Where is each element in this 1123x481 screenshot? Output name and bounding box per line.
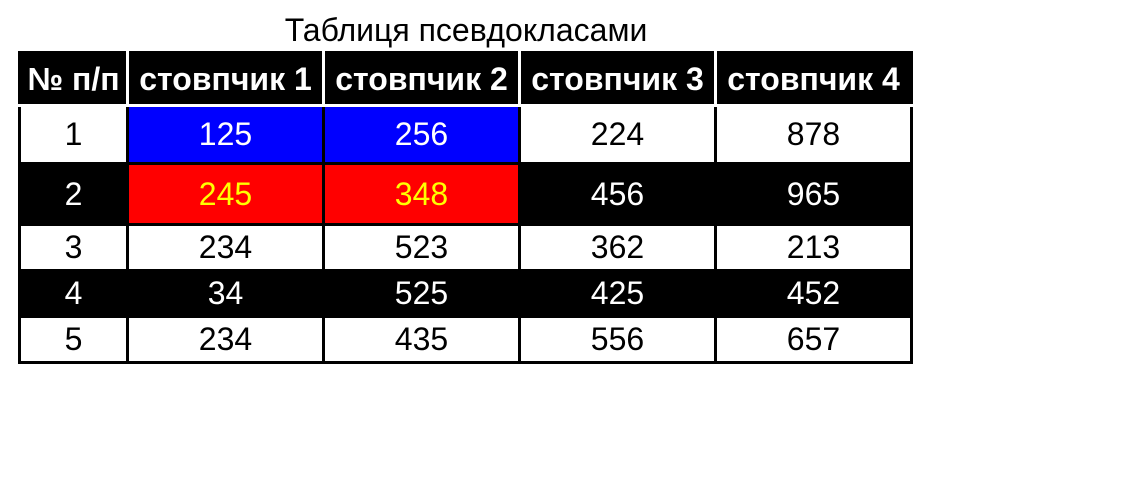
table-caption: Таблиця псевдокласами [284, 12, 648, 48]
header-cell-column-2: стовпчик 2 [322, 51, 521, 107]
table-cell: 435 [322, 315, 521, 364]
table-cell: 425 [518, 269, 717, 318]
row-number-cell: 1 [18, 104, 129, 165]
table-cell: 125 [126, 104, 325, 165]
table-cell: 34 [126, 269, 325, 318]
header-row: № п/п стовпчик 1 стовпчик 2 стовпчик 3 с… [18, 51, 913, 107]
row-number-cell: 3 [18, 223, 129, 272]
data-table: № п/п стовпчик 1 стовпчик 2 стовпчик 3 с… [18, 51, 913, 364]
row-number-cell: 5 [18, 315, 129, 364]
header-cell-column-3: стовпчик 3 [518, 51, 717, 107]
table-cell: 256 [322, 104, 521, 165]
table-cell: 234 [126, 315, 325, 364]
table-row: 1 125 256 224 878 [18, 104, 913, 165]
table-cell: 224 [518, 104, 717, 165]
table-cell: 452 [714, 269, 913, 318]
table-cell: 657 [714, 315, 913, 364]
table-row: 2 245 348 456 965 [18, 162, 913, 226]
header-cell-number: № п/п [18, 51, 129, 107]
header-cell-column-4: стовпчик 4 [714, 51, 913, 107]
table-cell: 965 [714, 162, 913, 226]
table-row: 3 234 523 362 213 [18, 223, 913, 272]
table-cell: 523 [322, 223, 521, 272]
table-cell: 456 [518, 162, 717, 226]
table-cell: 556 [518, 315, 717, 364]
table-cell: 234 [126, 223, 325, 272]
table-cell: 878 [714, 104, 913, 165]
table-cell: 348 [322, 162, 521, 226]
table-cell: 525 [322, 269, 521, 318]
table-row: 4 34 525 425 452 [18, 269, 913, 318]
row-number-cell: 4 [18, 269, 129, 318]
table-cell: 245 [126, 162, 325, 226]
table-cell: 213 [714, 223, 913, 272]
table-cell: 362 [518, 223, 717, 272]
row-number-cell: 2 [18, 162, 129, 226]
table-row: 5 234 435 556 657 [18, 315, 913, 364]
header-cell-column-1: стовпчик 1 [126, 51, 325, 107]
